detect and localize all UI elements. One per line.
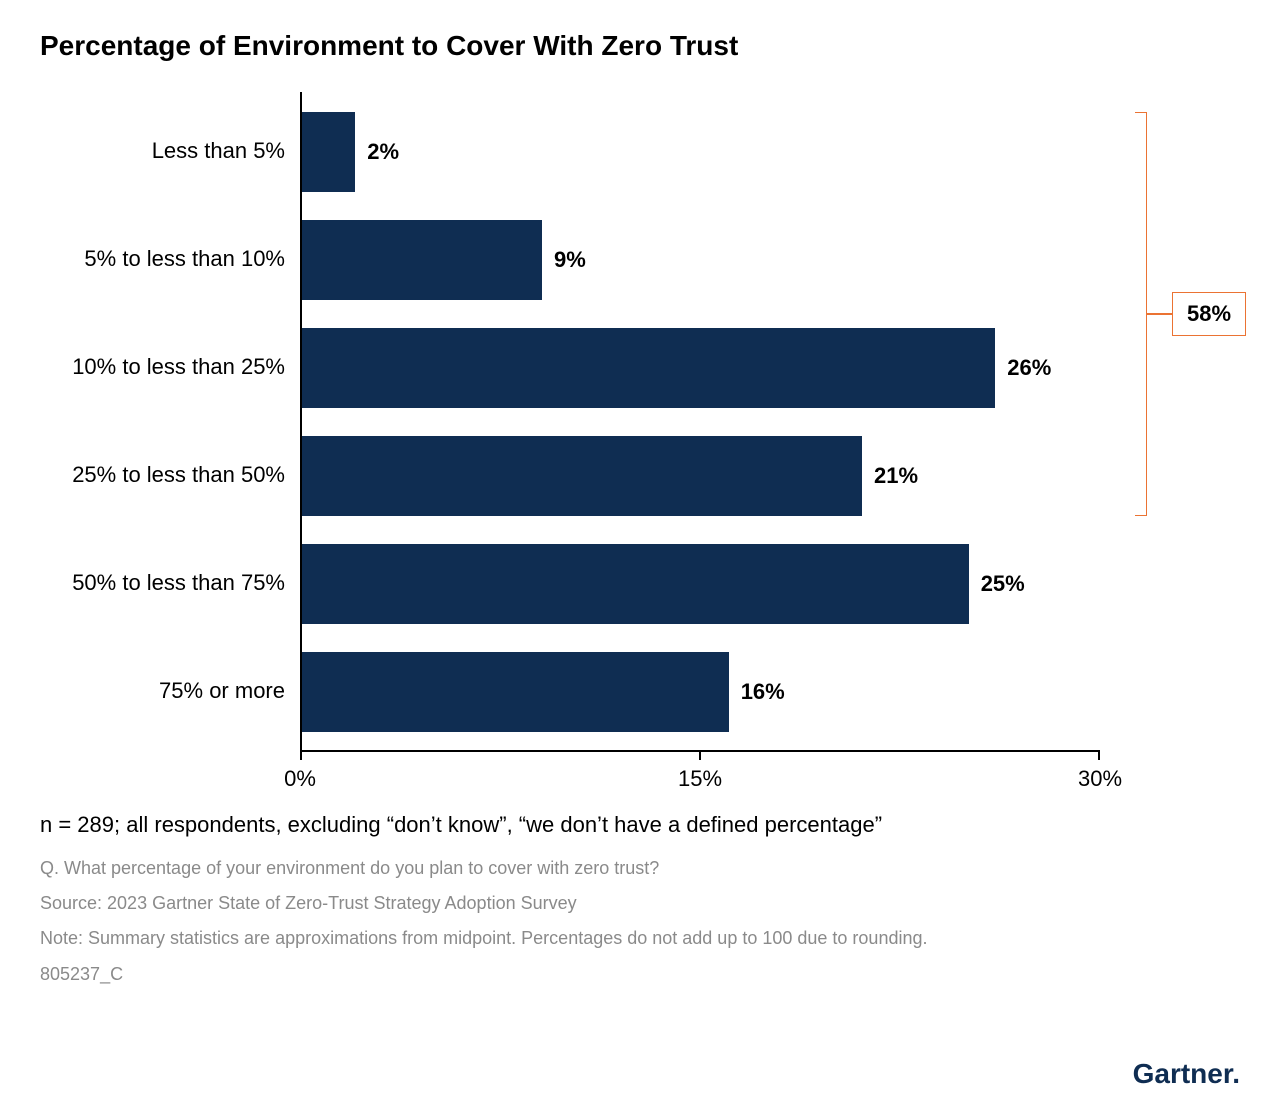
- bar-value-5: 16%: [741, 679, 785, 705]
- category-label-2: 10% to less than 25%: [40, 354, 285, 380]
- category-label-4: 50% to less than 75%: [40, 570, 285, 596]
- bar-value-3: 21%: [874, 463, 918, 489]
- chart-footer: n = 289; all respondents, excluding “don…: [40, 812, 1240, 987]
- bar-4: [302, 544, 969, 624]
- gartner-logo: Gartner.: [1133, 1058, 1240, 1090]
- bar-value-2: 26%: [1007, 355, 1051, 381]
- bracket-connector: [1147, 313, 1172, 315]
- bar-1: [302, 220, 542, 300]
- bar-3: [302, 436, 862, 516]
- category-label-1: 5% to less than 10%: [40, 246, 285, 272]
- plot-region: 2% 9% 26% 21% 25% 16%: [300, 92, 1100, 752]
- category-label-3: 25% to less than 50%: [40, 462, 285, 488]
- x-axis: 0% 15% 30%: [300, 760, 1100, 800]
- logo-text: Gartner: [1133, 1058, 1233, 1089]
- bar-5: [302, 652, 729, 732]
- x-tick-1: 15%: [678, 766, 722, 792]
- source-text: Source: 2023 Gartner State of Zero-Trust…: [40, 891, 1240, 916]
- question-text: Q. What percentage of your environment d…: [40, 856, 1240, 881]
- chart-id: 805237_C: [40, 962, 1240, 987]
- x-tick-2: 30%: [1078, 766, 1122, 792]
- note-text: Note: Summary statistics are approximati…: [40, 926, 1240, 951]
- bracket-label: 58%: [1172, 292, 1246, 336]
- bar-value-4: 25%: [981, 571, 1025, 597]
- x-tick-0: 0%: [284, 766, 316, 792]
- chart-title: Percentage of Environment to Cover With …: [40, 30, 1240, 62]
- bar-0: [302, 112, 355, 192]
- bar-value-0: 2%: [367, 139, 399, 165]
- bar-value-1: 9%: [554, 247, 586, 273]
- logo-dot: .: [1232, 1058, 1240, 1089]
- bar-2: [302, 328, 995, 408]
- category-label-5: 75% or more: [40, 678, 285, 704]
- sample-text: n = 289; all respondents, excluding “don…: [40, 812, 1240, 838]
- bracket-line: [1135, 112, 1147, 516]
- category-label-0: Less than 5%: [40, 138, 285, 164]
- chart-area: Less than 5% 5% to less than 10% 10% to …: [40, 92, 1240, 812]
